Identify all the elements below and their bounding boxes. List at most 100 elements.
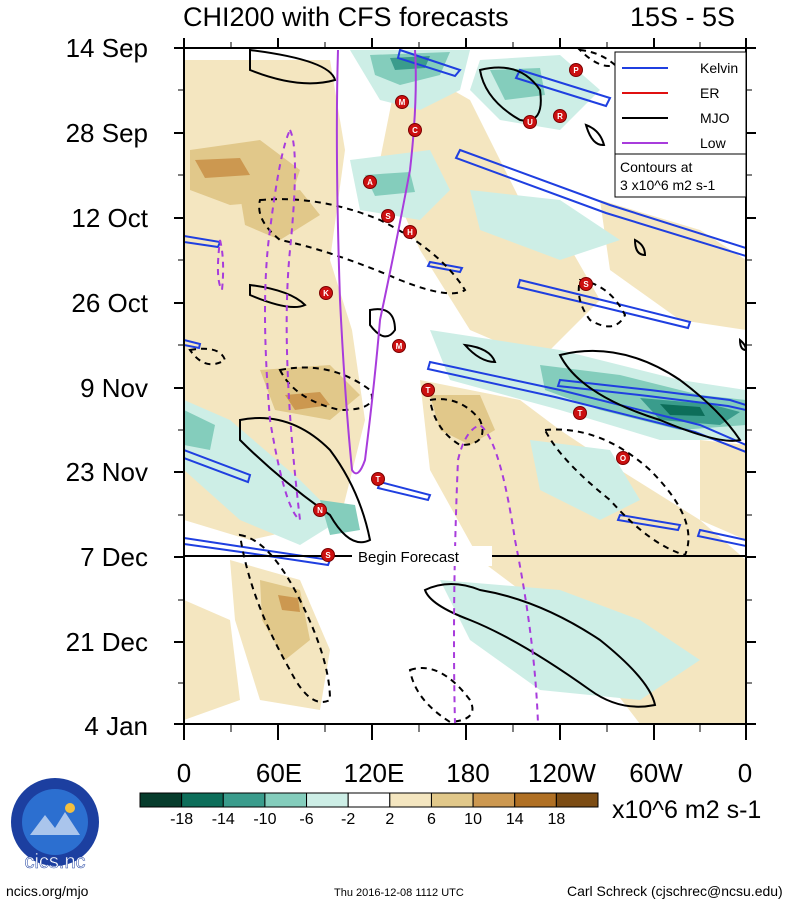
storm-marker	[573, 406, 587, 420]
kelvin-contour	[376, 480, 432, 502]
colorbar-tick-label: 14	[505, 811, 524, 828]
y-tick-label: 23 Nov	[65, 457, 148, 487]
y-tick-label: 9 Nov	[80, 373, 148, 403]
negative-anomaly-region	[660, 404, 705, 416]
colorbar-tick-label: -2	[341, 811, 356, 828]
low-contour	[335, 49, 417, 475]
kelvin-contour	[184, 536, 332, 567]
positive-anomaly-region	[278, 595, 300, 612]
begin-forecast-label: Begin Forecast	[358, 549, 460, 566]
low-contour	[216, 239, 225, 293]
negative-anomaly-region	[320, 500, 360, 535]
mjo-contour	[478, 66, 542, 122]
storm-marker-label: P	[573, 66, 579, 75]
low-contours	[216, 49, 539, 724]
footer-timestamp: Thu 2016-12-08 1112 UTC	[334, 887, 464, 899]
colorbar-swatch	[472, 792, 516, 808]
negative-anomaly-region	[365, 172, 415, 196]
mjo-contour	[278, 366, 373, 412]
x-tick-label: 120E	[343, 758, 405, 788]
mjo-contour	[738, 337, 746, 352]
kelvin-contours	[184, 48, 746, 567]
mjo-contour	[423, 583, 657, 708]
positive-anomaly-region	[184, 600, 240, 720]
colorbar-swatch	[389, 792, 432, 808]
kelvin-contour	[184, 448, 252, 484]
colorbar-swatch	[139, 792, 183, 808]
mjo-contour	[543, 428, 690, 557]
storm-marker	[403, 225, 417, 239]
mjo-contours	[188, 48, 746, 724]
negative-anomaly-region	[184, 410, 215, 450]
contour-note-line2: 3 x10^6 m2 s-1	[620, 177, 715, 193]
begin-forecast-label-bg	[352, 546, 492, 566]
storm-marker-label: M	[399, 98, 406, 107]
colorbar-units: x10^6 m2 s-1	[612, 796, 761, 824]
storm-marker-label: A	[367, 178, 373, 187]
positive-anomaly-region	[285, 392, 330, 410]
colorbar-tick-label: 18	[547, 811, 566, 828]
storm-marker-label: N	[317, 506, 323, 515]
logo-text: cics.nc	[24, 851, 85, 873]
mjo-contour	[239, 417, 372, 544]
kelvin-contour	[396, 48, 462, 78]
kelvin-contour	[556, 378, 746, 412]
mjo-contour	[188, 347, 227, 366]
positive-anomaly-region	[195, 158, 250, 178]
colorbar-swatch	[514, 792, 557, 808]
kelvin-contour	[426, 260, 464, 274]
storm-marker	[395, 95, 409, 109]
colorbar-swatch	[264, 792, 308, 808]
negative-anomaly-region	[470, 190, 620, 260]
footer-url: ncics.org/mjo	[6, 883, 89, 899]
kelvin-contour	[514, 68, 612, 108]
contours	[184, 48, 746, 724]
colorbar-swatch	[430, 792, 474, 808]
mjo-contour	[584, 123, 606, 147]
negative-anomaly-region	[530, 440, 640, 520]
storm-marker-label: T	[376, 475, 381, 484]
mjo-contour	[558, 349, 742, 442]
storm-marker-label: C	[412, 126, 418, 135]
chart-title: CHI200 with CFS forecasts	[183, 2, 509, 32]
kelvin-contour	[184, 338, 202, 350]
region-label: 15S - 5S	[630, 2, 736, 32]
storm-marker-label: S	[385, 212, 391, 221]
mjo-contour	[633, 238, 647, 257]
kelvin-contour	[696, 528, 746, 548]
mjo-contour	[428, 398, 484, 447]
storm-marker	[421, 383, 435, 397]
negative-anomaly-region	[184, 400, 340, 545]
legend-label: MJO	[700, 110, 730, 126]
storm-marker-label: T	[578, 409, 583, 418]
x-tick-label: 0	[737, 758, 753, 788]
storm-marker-label: U	[527, 118, 533, 127]
storm-marker	[381, 209, 395, 223]
colorbar	[139, 792, 599, 808]
low-contour	[453, 423, 539, 724]
storm-marker	[553, 109, 567, 123]
positive-anomaly-region	[260, 365, 360, 420]
legend: Kelvin ER MJO Low Contours at 3 x10^6 m2…	[614, 51, 747, 198]
storm-marker	[523, 115, 537, 129]
storm-marker-label: R	[557, 112, 563, 121]
colorbar-tick-label: -6	[299, 811, 314, 828]
colorbar-tick-label: 2	[385, 811, 395, 828]
storm-marker	[408, 123, 422, 137]
negative-anomaly-region	[440, 580, 700, 700]
mjo-contour	[462, 343, 497, 364]
legend-label: ER	[700, 85, 719, 101]
storm-marker	[313, 503, 327, 517]
storm-markers: P M U R C A S H K M S T T O T N S	[313, 63, 630, 562]
x-tick-label: 60E	[255, 758, 303, 788]
y-tick-label: 14 Sep	[65, 33, 148, 63]
contour-note-line1: Contours at	[620, 159, 692, 175]
logo-globe	[22, 789, 88, 855]
kelvin-contour	[426, 360, 746, 454]
y-tick-label: 21 Dec	[65, 627, 148, 657]
colorbar-swatch	[306, 792, 349, 808]
colorbar-tick-label: -14	[211, 811, 235, 828]
positive-anomaly-region	[600, 200, 746, 330]
storm-marker	[371, 472, 385, 486]
